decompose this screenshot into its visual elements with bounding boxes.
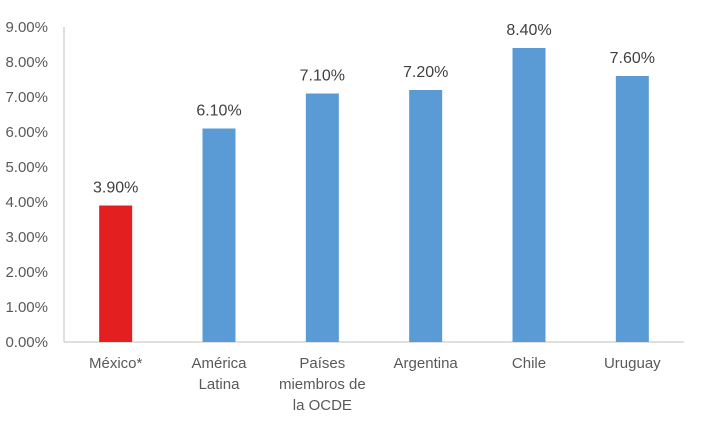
- bar: [202, 128, 236, 342]
- bars-group: [99, 48, 649, 342]
- category-label: Países miembros de la OCDE: [279, 355, 366, 414]
- data-label: 6.10%: [196, 103, 241, 120]
- bar: [512, 48, 546, 342]
- y-tick-label: 6.00%: [5, 124, 48, 141]
- y-tick-label: 8.00%: [5, 54, 48, 71]
- y-axis-tick-labels: 0.00% 1.00% 2.00% 3.00% 4.00% 5.00% 6.00% 7.00%…: [5, 19, 48, 351]
- y-tick-label: 0.00%: [5, 334, 48, 351]
- category-label: Uruguay: [604, 355, 661, 372]
- y-tick-label: 3.00%: [5, 229, 48, 246]
- y-tick-label: 2.00%: [5, 264, 48, 281]
- y-tick-label: 9.00%: [5, 19, 48, 36]
- data-label: 7.10%: [300, 68, 345, 85]
- data-label: 3.90%: [93, 180, 138, 197]
- category-label: Argentina: [394, 355, 459, 372]
- category-label: Chile: [512, 355, 546, 372]
- y-tick-label: 4.00%: [5, 194, 48, 211]
- bar: [615, 76, 649, 342]
- data-label: 7.20%: [403, 64, 448, 81]
- data-label: 8.40%: [506, 22, 551, 39]
- y-tick-label: 1.00%: [5, 299, 48, 316]
- bar: [305, 93, 339, 342]
- category-label: México*: [89, 355, 143, 372]
- bar: [409, 90, 443, 342]
- data-labels-group: 3.90% 6.10% 7.10% 7.20% 8.40% 7.60%: [93, 22, 655, 197]
- data-label: 7.60%: [610, 50, 655, 67]
- bar: [99, 205, 133, 342]
- category-label: América Latina: [191, 355, 247, 393]
- category-labels-group: México* América Latina Países miembros de la …: [89, 355, 661, 414]
- y-tick-label: 7.00%: [5, 89, 48, 106]
- y-tick-label: 5.00%: [5, 159, 48, 176]
